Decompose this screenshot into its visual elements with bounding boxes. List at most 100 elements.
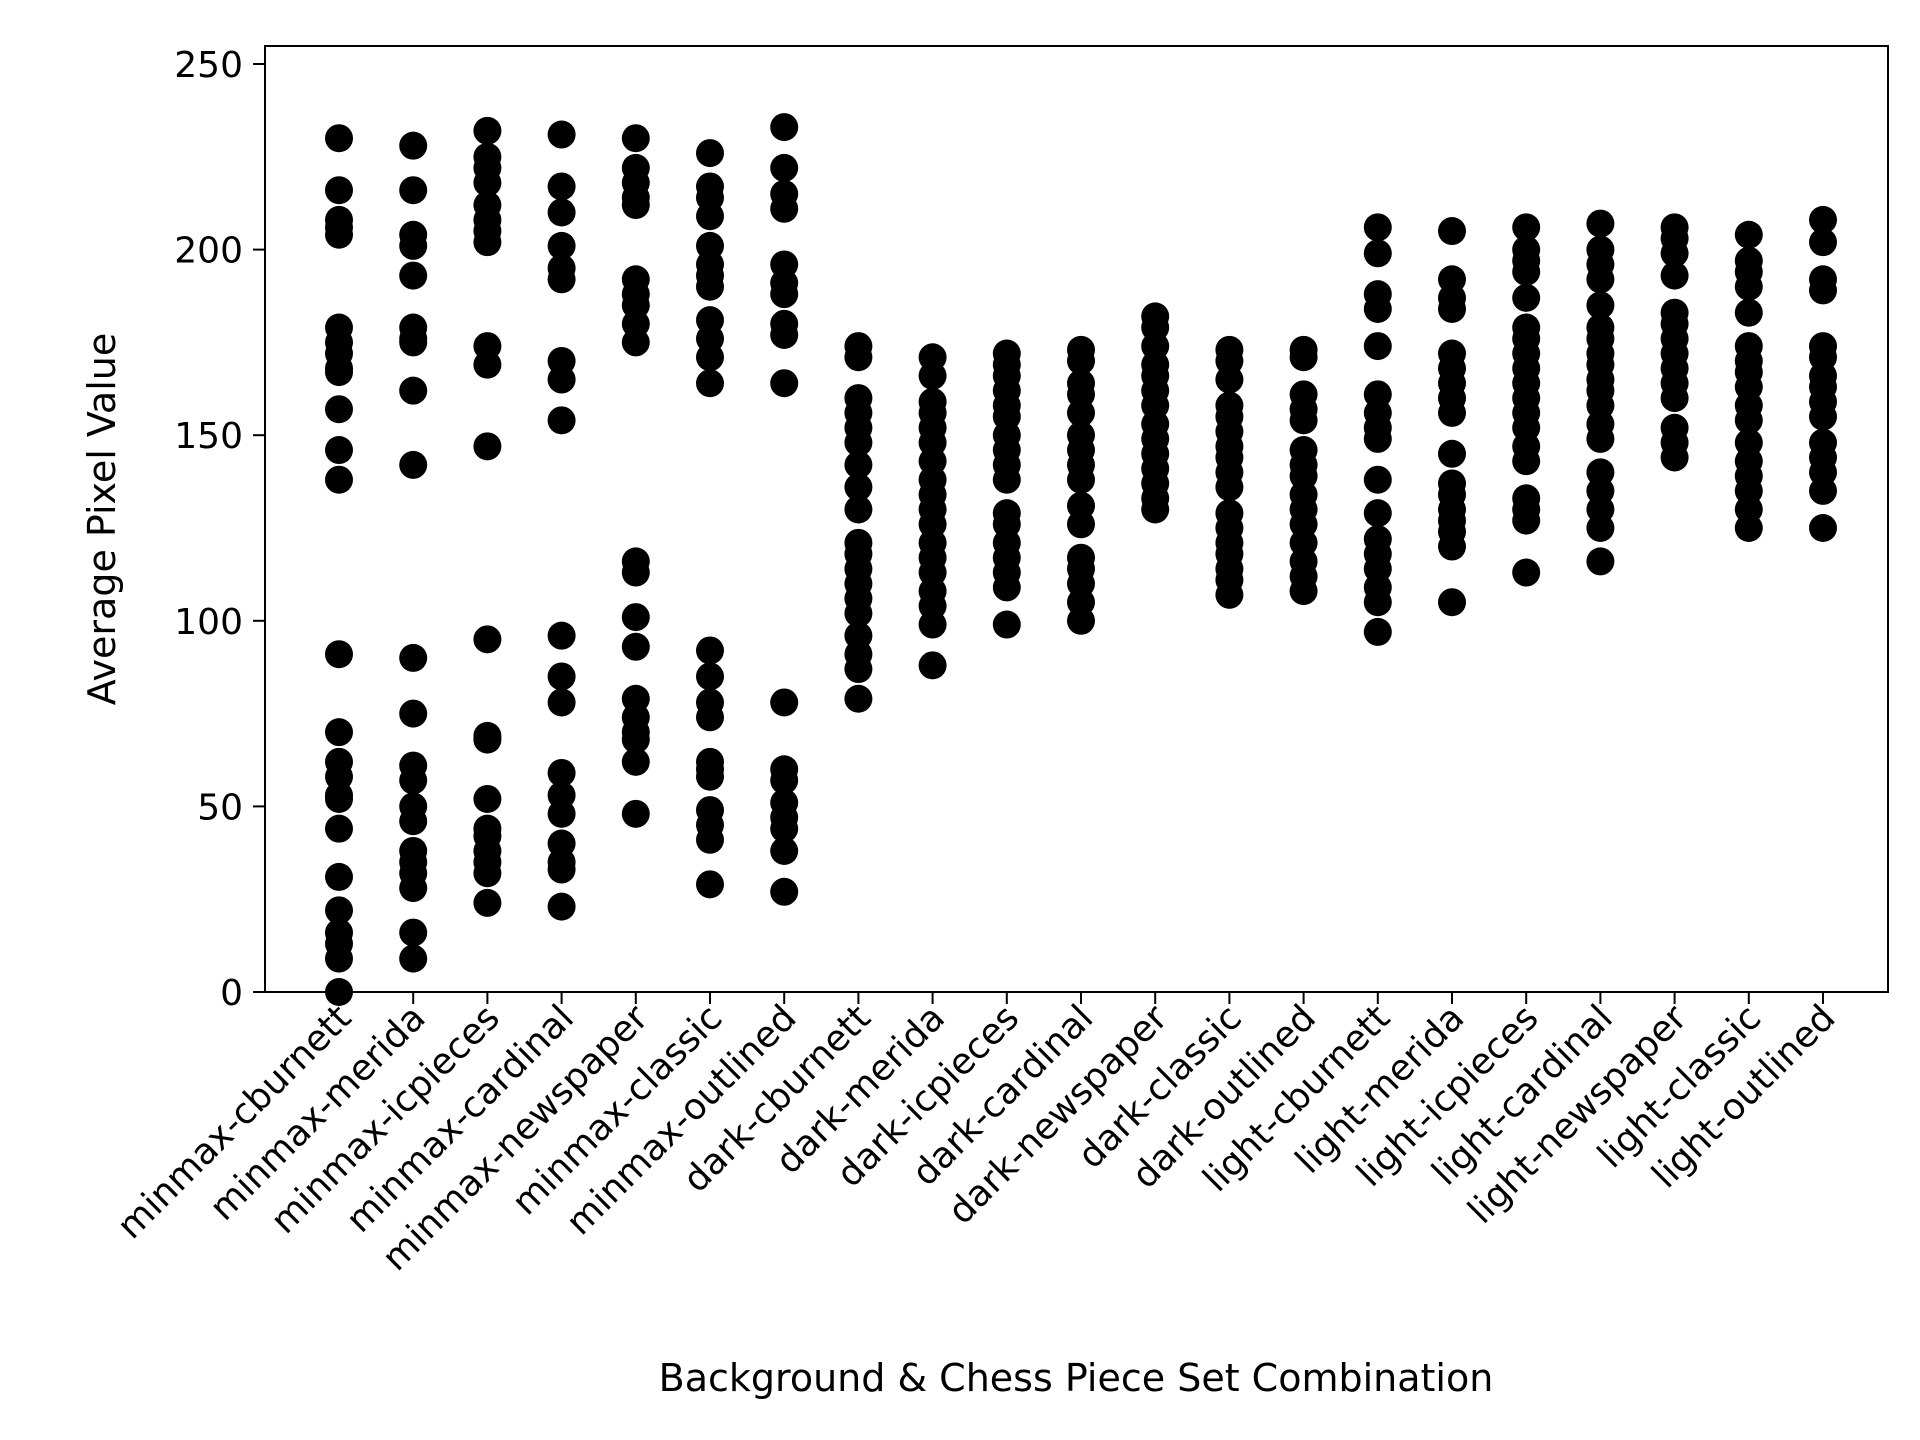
- x-axis-label: Background & Chess Piece Set Combination: [659, 1356, 1494, 1400]
- data-point: [1512, 283, 1541, 312]
- data-point: [325, 465, 353, 494]
- data-point: [1215, 580, 1244, 609]
- data-point: [1141, 495, 1170, 524]
- data-point: [1438, 439, 1466, 468]
- data-point: [696, 870, 724, 899]
- data-point: [1363, 239, 1392, 268]
- y-tick-label: 50: [197, 787, 243, 828]
- data-point: [696, 369, 724, 398]
- data-point: [1067, 465, 1095, 494]
- data-point: [1363, 465, 1392, 494]
- data-point: [399, 376, 428, 405]
- data-point: [1586, 291, 1615, 320]
- data-point: [844, 428, 873, 457]
- data-point: [325, 395, 353, 424]
- data-point: [770, 280, 799, 309]
- data-point: [325, 784, 353, 813]
- data-point: [918, 610, 947, 639]
- data-point: [1067, 606, 1095, 635]
- data-point: [473, 228, 502, 257]
- data-point: [325, 718, 353, 747]
- data-point: [325, 436, 353, 465]
- y-tick-label: 250: [174, 45, 243, 86]
- data-point: [1512, 257, 1541, 286]
- data-point: [1809, 476, 1837, 505]
- data-point: [1512, 506, 1541, 535]
- plot-area-frame: [264, 45, 1889, 993]
- data-point: [696, 272, 724, 301]
- data-point: [1438, 294, 1466, 323]
- data-point: [1734, 514, 1763, 542]
- data-point: [325, 814, 353, 843]
- data-point: [1660, 261, 1689, 290]
- data-point: [547, 892, 576, 921]
- data-point: [918, 361, 947, 390]
- data-point: [1809, 205, 1837, 234]
- data-point: [1363, 588, 1392, 617]
- data-point: [399, 261, 428, 290]
- data-point: [473, 116, 502, 145]
- data-point: [1067, 346, 1095, 375]
- data-point: [1586, 265, 1615, 294]
- data-point: [325, 640, 353, 669]
- data-point: [399, 176, 428, 205]
- data-point: [696, 662, 724, 691]
- data-point: [1660, 239, 1689, 268]
- data-point: [325, 896, 353, 925]
- data-point: [1809, 402, 1837, 431]
- data-point: [547, 406, 576, 435]
- data-point: [621, 328, 650, 357]
- data-point: [399, 766, 428, 795]
- data-point: [547, 799, 576, 828]
- data-point: [1512, 447, 1541, 476]
- data-point: [473, 859, 502, 888]
- data-point: [770, 688, 799, 717]
- data-point: [1363, 332, 1392, 361]
- data-point: [844, 450, 873, 479]
- data-point: [547, 265, 576, 294]
- data-point: [1289, 577, 1318, 606]
- data-point: [696, 825, 724, 854]
- data-point: [1438, 588, 1466, 617]
- y-tick-label: 0: [220, 973, 243, 1014]
- data-point: [770, 369, 799, 398]
- data-point: [918, 651, 947, 680]
- data-point: [1586, 547, 1615, 576]
- data-point: [1289, 343, 1318, 372]
- data-point: [1363, 294, 1392, 323]
- data-point: [1363, 213, 1392, 242]
- data-point: [621, 747, 650, 776]
- data-point: [844, 495, 873, 524]
- data-point: [1734, 298, 1763, 327]
- data-point: [547, 758, 576, 787]
- data-point: [770, 814, 799, 843]
- data-point: [399, 944, 428, 973]
- data-point: [473, 725, 502, 754]
- data-point: [696, 703, 724, 732]
- y-tick-label: 200: [174, 231, 243, 272]
- data-point: [473, 784, 502, 813]
- data-point: [621, 725, 650, 754]
- data-point: [1215, 473, 1244, 502]
- data-point: [399, 643, 428, 672]
- data-point: [1734, 220, 1763, 249]
- data-points: [325, 113, 1837, 1006]
- data-point: [547, 621, 576, 650]
- data-point: [992, 573, 1021, 602]
- data-point: [844, 684, 873, 713]
- data-point: [399, 450, 428, 479]
- data-point: [844, 599, 873, 628]
- data-point: [547, 688, 576, 717]
- data-point: [399, 918, 428, 947]
- data-point: [1660, 384, 1689, 413]
- data-point: [1363, 499, 1392, 528]
- data-point: [547, 172, 576, 201]
- data-point: [1438, 398, 1466, 427]
- data-point: [547, 120, 576, 149]
- y-axis-label: Average Pixel Value: [80, 333, 124, 705]
- data-point: [473, 625, 502, 654]
- data-point: [696, 202, 724, 231]
- data-point: [1734, 272, 1763, 301]
- data-point: [399, 131, 428, 160]
